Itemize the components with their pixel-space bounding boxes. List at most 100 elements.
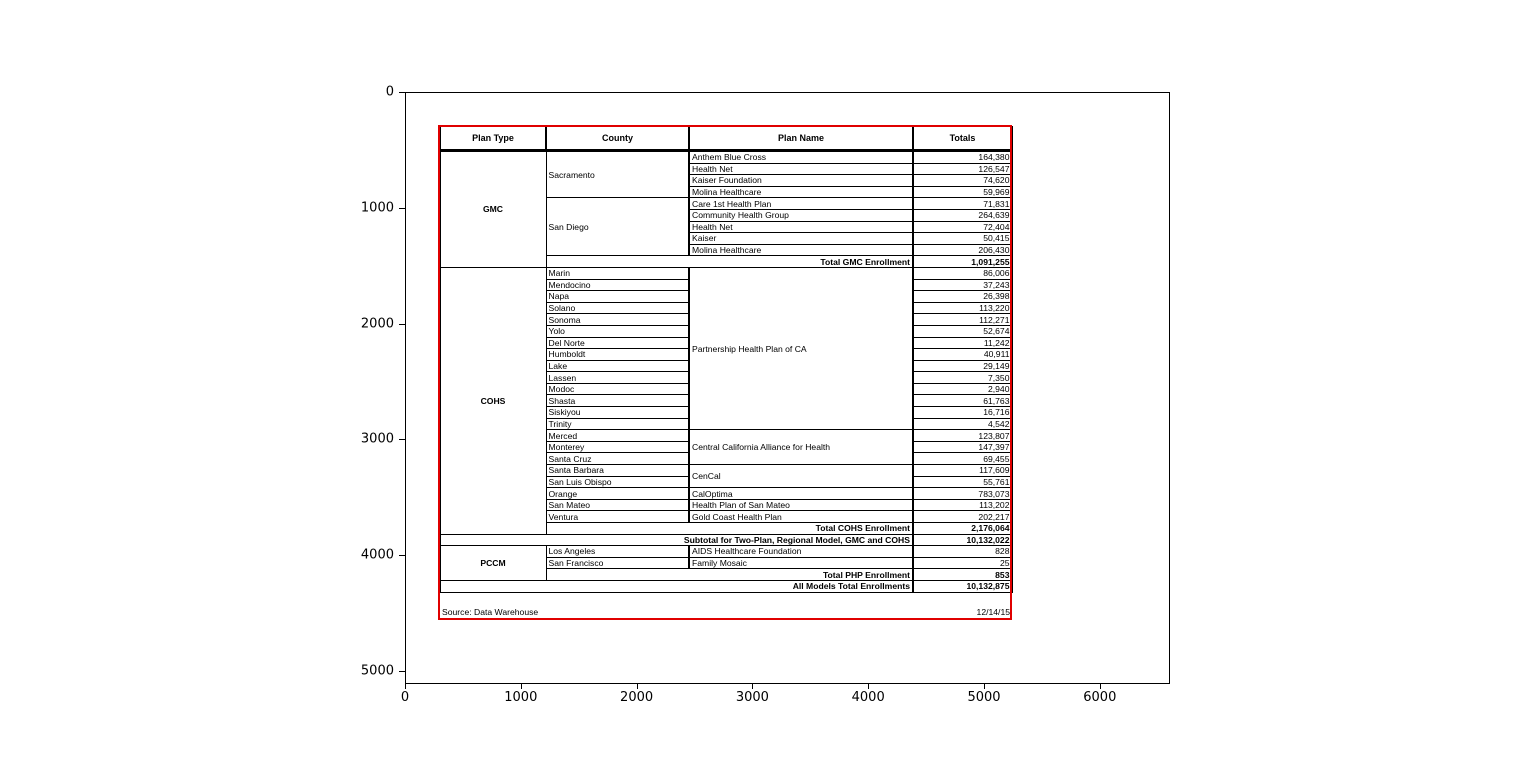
total-value: 1,091,255 <box>912 255 1013 268</box>
total-label: Total GMC Enrollment <box>545 255 914 268</box>
plan-name-cell: Partnership Health Plan of CA <box>688 266 914 431</box>
county-cell: Santa Cruz <box>545 452 690 466</box>
total-cell: 40,911 <box>912 348 1013 361</box>
county-cell: Napa <box>545 290 690 303</box>
total-cell: 26,398 <box>912 290 1013 303</box>
total-cell: 71,831 <box>912 197 1013 210</box>
x-tick-label: 3000 <box>735 690 769 705</box>
table-row: Community Health Group 264,639 <box>440 208 1013 222</box>
county-cell: Trinity <box>545 417 690 431</box>
all-models-row: All Models Total Enrollments 10,132,875 <box>439 579 1013 593</box>
table-row: Modoc 2,940 <box>440 382 1013 396</box>
plan-name-cell: AIDS Healthcare Foundation <box>688 545 914 558</box>
total-cell: 206,430 <box>912 243 1013 257</box>
plan-name-cell: Health Net <box>688 220 914 234</box>
plan-name-cell: Gold Coast Health Plan <box>688 510 914 523</box>
total-cell: 25 <box>912 556 1013 570</box>
total-cell: 61,763 <box>912 394 1013 408</box>
enrollment-table: Plan Type County Plan Name Totals GMC Sac… <box>439 126 1013 618</box>
header-county: County <box>545 126 690 152</box>
plan-name-cell: Kaiser Foundation <box>688 174 914 187</box>
county-cell: Humboldt <box>545 348 690 361</box>
table-row: Monterey 147,397 <box>440 440 1013 454</box>
total-cell: 264,639 <box>912 208 1013 222</box>
total-label: Total COHS Enrollment <box>545 522 914 535</box>
x-tick-mark <box>405 683 406 689</box>
county-cell: Siskiyou <box>545 406 690 419</box>
table-row: Health Net 72,404 <box>440 220 1013 234</box>
plot-axes <box>405 92 1170 684</box>
total-cell: 123,807 <box>912 429 1013 442</box>
table-row: Napa 26,398 <box>440 290 1013 303</box>
y-tick-label: 3000 <box>360 431 394 447</box>
plan-name-cell: CalOptima <box>688 487 914 500</box>
county-cell: Ventura <box>545 510 690 523</box>
total-cell: 69,455 <box>912 452 1013 466</box>
subtotal-row: Subtotal for Two-Plan, Regional Model, G… <box>439 533 1013 547</box>
all-models-label: All Models Total Enrollments <box>439 579 914 593</box>
table-row: Kaiser 50,415 <box>440 232 1013 245</box>
x-tick-mark <box>520 683 522 689</box>
plan-name-cell: Community Health Group <box>688 208 914 222</box>
county-cell: Mendocino <box>545 278 690 292</box>
y-tick-mark <box>399 555 405 557</box>
plan-name-cell: Health Net <box>688 162 914 176</box>
subtotal-label: Subtotal for Two-Plan, Regional Model, G… <box>439 533 914 547</box>
total-cell: 74,620 <box>912 174 1013 187</box>
y-tick-mark <box>399 671 405 672</box>
plan-name-cell: Molina Healthcare <box>688 185 914 199</box>
table-row: Humboldt 40,911 <box>440 348 1013 361</box>
county-cell: Santa Barbara <box>545 464 690 477</box>
total-cell: 147,397 <box>912 440 1013 454</box>
plan-name-cell: Kaiser <box>688 232 914 245</box>
x-tick-label: 2000 <box>620 690 654 705</box>
total-cell: 783,073 <box>912 487 1013 500</box>
county-cell: Marin <box>545 266 690 280</box>
y-tick-mark <box>399 92 405 93</box>
total-cell: 2,940 <box>912 382 1013 396</box>
total-cell: 11,242 <box>912 336 1013 350</box>
x-tick-label: 6000 <box>1083 690 1117 705</box>
plan-name-cell: CenCal <box>688 464 914 489</box>
plan-name-cell: Molina Healthcare <box>688 243 914 257</box>
county-cell: Sacramento <box>545 149 690 199</box>
header-totals: Totals <box>912 126 1013 152</box>
table-row: Santa Cruz 69,455 <box>440 452 1013 466</box>
total-cell: 50,415 <box>912 232 1013 245</box>
total-cell: 4,542 <box>912 417 1013 431</box>
table-row: COHS Marin Partnership Health Plan of CA 86… <box>439 266 1013 535</box>
county-cell: San Mateo <box>545 498 690 512</box>
table-row: Santa Barbara CenCal 117,609 <box>440 464 1013 489</box>
table-row: Yolo 52,674 <box>440 324 1013 338</box>
plan-type-cell: GMC <box>439 150 547 268</box>
county-cell: Lake <box>545 359 690 373</box>
total-cell: 112,271 <box>912 313 1013 326</box>
table-row: Orange CalOptima 783,073 <box>440 487 1013 500</box>
plan-type-cell: COHS <box>439 266 547 535</box>
y-tick-label: 4000 <box>360 547 394 563</box>
total-cell: 113,220 <box>912 301 1013 315</box>
total-row: Total COHS Enrollment 2,176,064 <box>440 522 1013 535</box>
y-tick-mark <box>399 207 405 209</box>
plan-type-cell: PCCM <box>439 545 547 581</box>
report-date: 12/14/15 <box>976 607 1010 618</box>
x-tick-label: 0 <box>400 690 410 705</box>
table-row: Molina Healthcare 206,430 <box>440 243 1013 257</box>
total-cell: 59,969 <box>912 185 1013 199</box>
table-row: Solano 113,220 <box>440 301 1013 315</box>
y-tick-label: 0 <box>385 84 394 100</box>
county-cell: Orange <box>545 487 690 500</box>
total-cell: 164,380 <box>912 150 1013 164</box>
county-cell: Yolo <box>545 324 690 338</box>
document-image: Plan Type County Plan Name Totals GMC Sac… <box>439 126 1013 619</box>
y-tick-label: 1000 <box>360 200 394 216</box>
y-tick-label: 2000 <box>360 316 394 332</box>
county-cell: Shasta <box>545 394 690 408</box>
table-row: Shasta 61,763 <box>440 394 1013 408</box>
header-plan-type: Plan Type <box>439 126 547 152</box>
total-cell: 29,149 <box>912 359 1013 373</box>
all-models-value: 10,132,875 <box>912 579 1013 593</box>
total-cell: 86,006 <box>912 266 1013 280</box>
table-row: Health Net 126,547 <box>440 162 1013 176</box>
table-row: Lake 29,149 <box>440 359 1013 373</box>
